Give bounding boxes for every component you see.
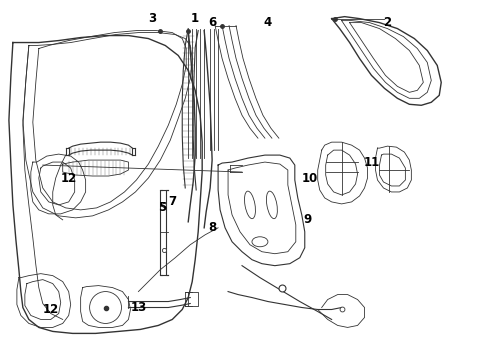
Text: 9: 9 [304, 213, 312, 226]
Text: 12: 12 [61, 171, 77, 185]
Text: 8: 8 [208, 221, 216, 234]
Text: 5: 5 [158, 201, 167, 215]
Text: 6: 6 [208, 16, 216, 29]
Text: 12: 12 [43, 303, 59, 316]
Text: 1: 1 [191, 12, 199, 25]
Text: 7: 7 [168, 195, 176, 208]
Text: 10: 10 [302, 171, 318, 185]
Text: 4: 4 [264, 16, 272, 29]
Text: 3: 3 [148, 12, 156, 25]
Text: 11: 11 [364, 156, 380, 168]
Text: 2: 2 [383, 16, 392, 29]
Text: 13: 13 [130, 301, 147, 314]
